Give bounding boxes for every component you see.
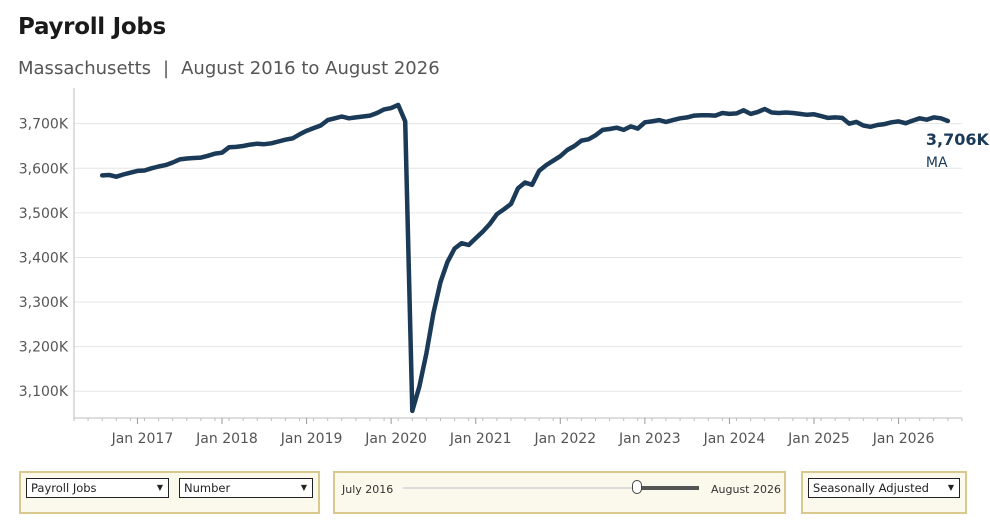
x-tick-label: Jan 2026 [872,431,935,447]
x-tick-label: Jan 2022 [533,431,596,447]
x-tick-label: Jan 2020 [364,431,427,447]
chevron-down-icon: ▼ [156,483,163,492]
y-tick-label: 3,200K [19,340,69,356]
measure-controls: Payroll Jobs ▼ Number ▼ [19,471,320,514]
subtitle-date-range: August 2016 to August 2026 [181,58,440,79]
x-tick-label: Jan 2024 [703,431,766,447]
y-tick-label: 3,300K [19,295,69,311]
date-range-controls: July 2016 August 2026 [333,471,786,514]
y-tick-label: 3,600K [19,161,69,177]
x-tick-label: Jan 2017 [111,431,174,447]
chevron-down-icon: ▼ [947,483,954,492]
x-tick-label: Jan 2023 [618,431,681,447]
x-tick-label: Jan 2021 [449,431,512,447]
adjustment-controls: Seasonally Adjusted ▼ [801,471,967,514]
slider-selected-range [639,486,699,490]
subtitle-state: Massachusetts [18,58,152,79]
end-value-label: 3,706K [926,130,990,149]
end-series-label: MA [926,155,948,171]
adjustment-select-value: Seasonally Adjusted [813,481,929,495]
unit-select-value: Number [184,481,231,495]
slider-end-label: August 2026 [711,483,781,496]
measure-select[interactable]: Payroll Jobs ▼ [26,478,169,498]
x-tick-label: Jan 2025 [787,431,850,447]
x-tick-label: Jan 2018 [195,431,258,447]
adjustment-select[interactable]: Seasonally Adjusted ▼ [808,478,960,498]
unit-select[interactable]: Number ▼ [179,478,313,498]
x-tick-label: Jan 2019 [280,431,343,447]
chart-subtitle: Massachusetts | August 2016 to August 2026 [18,58,440,79]
measure-select-value: Payroll Jobs [31,481,97,495]
chart-title: Payroll Jobs [18,14,166,40]
subtitle-separator: | [163,58,170,79]
slider-start-label: July 2016 [342,483,394,496]
payroll-line-chart: 3,100K 3,200K 3,300K 3,400K 3,500K 3,600K 3,70… [19,88,990,447]
chevron-down-icon: ▼ [300,483,307,492]
y-tick-label: 3,400K [19,250,69,266]
series-line-ma [99,102,951,414]
slider-start-handle[interactable] [632,480,642,494]
y-tick-label: 3,500K [19,206,69,222]
y-tick-label: 3,700K [19,117,69,133]
slider-track[interactable] [403,487,635,489]
y-tick-label: 3,100K [19,384,69,400]
